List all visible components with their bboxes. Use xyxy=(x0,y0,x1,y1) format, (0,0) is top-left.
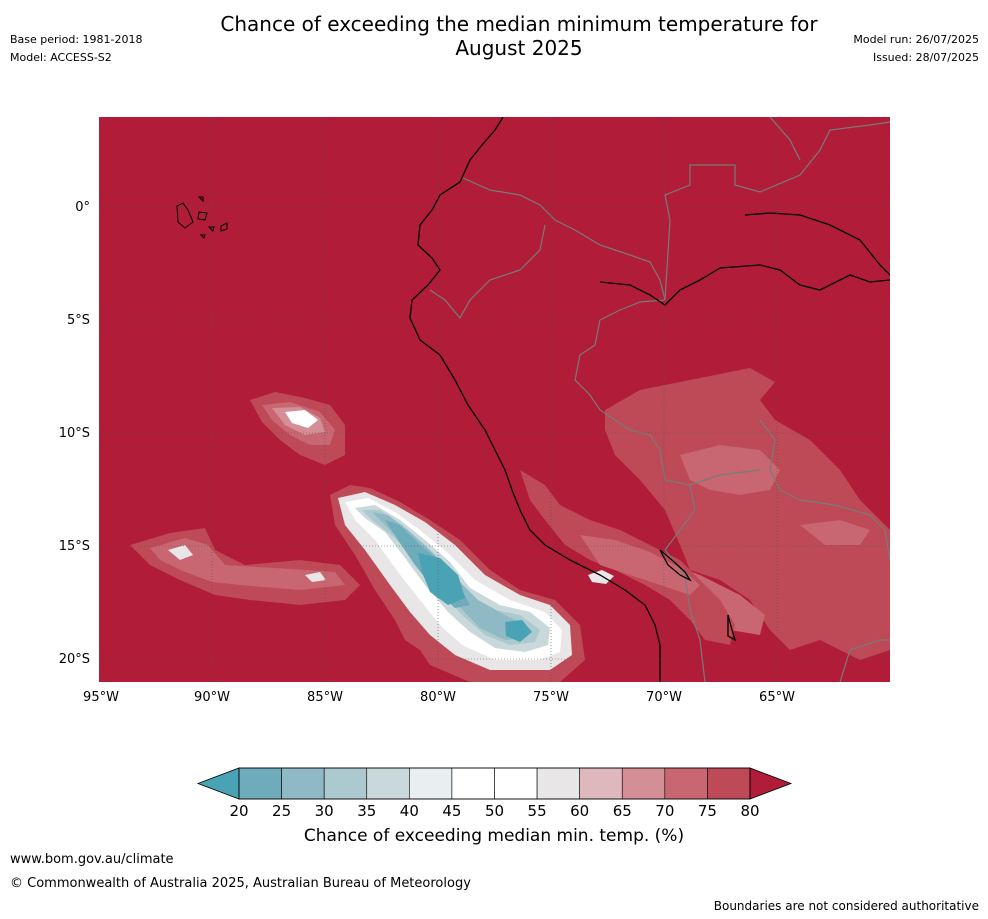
colorbar-segment-50-55 xyxy=(494,767,538,800)
map-title: Chance of exceeding the median minimum t… xyxy=(120,12,918,60)
lon-label-70w: 70°W xyxy=(646,690,682,705)
colorbar-segments xyxy=(238,767,751,800)
colorbar-tick-45: 45 xyxy=(442,802,461,820)
lat-label-0: 0° xyxy=(75,200,90,215)
offshore-west-60b xyxy=(305,572,326,582)
colorbar-tick-20: 20 xyxy=(229,802,248,820)
lon-label-85w: 85°W xyxy=(307,690,343,705)
lon-label-90w: 90°W xyxy=(194,690,230,705)
interior-east-70 xyxy=(800,520,870,545)
lon-label-80w: 80°W xyxy=(420,690,456,705)
graticule xyxy=(99,117,890,682)
latitude-labels: 0° 5°S 10°S 15°S 20°S xyxy=(59,200,90,667)
footer-url: www.bom.gov.au/climate xyxy=(10,852,174,867)
colorbar-label: Chance of exceeding median min. temp. (%… xyxy=(303,826,685,846)
offshore-north-55 xyxy=(285,410,318,428)
colorbar-segment-55-60 xyxy=(536,767,580,800)
model-text: Model: ACCESS-S2 xyxy=(10,51,112,64)
colorbar-tick-55: 55 xyxy=(528,802,547,820)
lat-label-5s: 5°S xyxy=(67,313,90,328)
colorbar-high-extension xyxy=(749,767,793,800)
colorbar-tick-30: 30 xyxy=(315,802,334,820)
country-borders xyxy=(429,117,890,682)
colorbar-segment-70-75 xyxy=(664,767,708,800)
lat-label-15s: 15°S xyxy=(59,539,90,554)
colorbar-tick-35: 35 xyxy=(357,802,376,820)
colorbar-segment-45-50 xyxy=(451,767,495,800)
probability-contours xyxy=(130,368,890,682)
colorbar: 20 25 30 35 40 45 50 55 60 65 70 75 80 xyxy=(196,767,793,820)
issued-text: Issued: 28/07/2025 xyxy=(872,51,979,64)
title-line-1: Chance of exceeding the median minimum t… xyxy=(220,12,818,36)
galapagos-islands xyxy=(176,196,228,239)
colorbar-segment-35-40 xyxy=(366,767,410,800)
interior-region-70 xyxy=(680,445,780,495)
title-line-2: August 2025 xyxy=(455,36,583,60)
colorbar-tick-65: 65 xyxy=(613,802,632,820)
colorbar-segment-20-25 xyxy=(238,767,282,800)
colorbar-tick-25: 25 xyxy=(272,802,291,820)
lat-label-10s: 10°S xyxy=(59,426,90,441)
offshore-west-60 xyxy=(168,545,193,560)
cool-region-20 xyxy=(418,553,465,605)
colorbar-tick-70: 70 xyxy=(655,802,674,820)
lat-label-20s: 20°S xyxy=(59,652,90,667)
colorbar-tick-60: 60 xyxy=(570,802,589,820)
meta-right: Model run: 26/07/2025 Issued: 28/07/2025 xyxy=(853,31,979,67)
interior-region-75 xyxy=(605,368,890,660)
offshore-west-70 xyxy=(150,538,345,590)
colorbar-segment-60-65 xyxy=(579,767,623,800)
colorbar-segment-40-45 xyxy=(409,767,453,800)
coastal-band-70 xyxy=(580,535,700,595)
colorbar-segment-65-70 xyxy=(621,767,666,800)
meta-left: Base period: 1981-2018 Model: ACCESS-S2 xyxy=(10,31,142,67)
footer-note: Boundaries are not considered authoritat… xyxy=(713,899,979,913)
lon-label-95w: 95°W xyxy=(83,690,119,705)
colorbar-tick-40: 40 xyxy=(400,802,419,820)
colorbar-segment-25-30 xyxy=(281,767,325,800)
cool-region-20b xyxy=(505,620,532,642)
model-run-text: Model run: 26/07/2025 xyxy=(853,33,979,46)
footer-copyright: © Commonwealth of Australia 2025, Austra… xyxy=(10,876,471,891)
base-period-text: Base period: 1981-2018 xyxy=(10,33,143,46)
colorbar-tick-75: 75 xyxy=(698,802,717,820)
map-area xyxy=(99,117,890,682)
colorbar-low-extension xyxy=(196,767,240,800)
longitude-labels: 95°W 90°W 85°W 80°W 75°W 70°W 65°W xyxy=(83,690,795,705)
colorbar-tick-50: 50 xyxy=(485,802,504,820)
colorbar-segment-75-80 xyxy=(707,767,751,800)
map-figure: 0° 5°S 10°S 15°S 20°S 95°W 90°W 85°W 80°… xyxy=(59,117,890,820)
lon-label-75w: 75°W xyxy=(533,690,569,705)
colorbar-segment-30-35 xyxy=(323,767,368,800)
colorbar-tick-labels: 20 25 30 35 40 45 50 55 60 65 70 75 80 xyxy=(229,802,759,820)
lon-label-65w: 65°W xyxy=(759,690,795,705)
colorbar-outline xyxy=(238,767,751,800)
coastline xyxy=(409,117,890,682)
coastal-patch-60 xyxy=(588,570,614,584)
colorbar-tick-80: 80 xyxy=(740,802,759,820)
